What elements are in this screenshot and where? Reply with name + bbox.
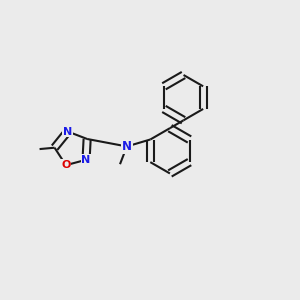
Text: O: O bbox=[61, 160, 70, 170]
Text: N: N bbox=[63, 127, 72, 136]
Text: N: N bbox=[122, 140, 132, 153]
Text: N: N bbox=[81, 155, 91, 165]
